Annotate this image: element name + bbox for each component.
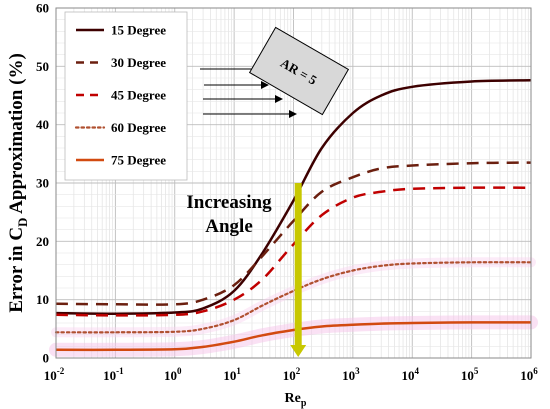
series-line-30-degree <box>55 161 532 306</box>
x-tick-label: 103 <box>342 366 360 383</box>
x-axis-label-sub: p <box>301 398 307 409</box>
x-axis-label-main: Re <box>285 391 301 406</box>
y-tick-label: 10 <box>36 292 49 307</box>
x-tick-label: 106 <box>520 366 538 383</box>
x-tick-base: 10 <box>164 368 177 383</box>
ar-plate-shape <box>248 26 350 116</box>
x-axis-title: Rep <box>285 391 307 409</box>
plot-frame <box>55 7 532 359</box>
x-tick-exponent: 2 <box>296 366 301 376</box>
series-line-75-degree <box>55 321 532 352</box>
x-tick-label: 10-2 <box>44 366 65 383</box>
increasing-angle-arrowhead <box>290 345 307 357</box>
increasing-angle-arrow-shaft <box>294 183 302 346</box>
x-tick-exponent: 3 <box>355 366 360 376</box>
legend-label: 30 Degree <box>111 55 166 70</box>
y-tick-label: 60 <box>36 1 49 16</box>
y-tick-label: 40 <box>36 117 49 132</box>
legend: 15 Degree 30 Degree 45 Degree 60 Degree 75 D… <box>64 11 188 181</box>
legend-label: 60 Degree <box>111 120 166 135</box>
y-tick-label: 30 <box>36 176 49 191</box>
legend-label: 45 Degree <box>111 88 166 103</box>
legend-box <box>64 11 188 181</box>
y-axis-label-prefix: Error in C <box>6 227 27 313</box>
annotations: Increasing Angle AR = 5 <box>186 26 350 357</box>
x-tick-exponent: 6 <box>533 366 538 376</box>
x-tick-label: 101 <box>223 366 241 383</box>
x-tick-label: 100 <box>164 366 182 383</box>
x-tick-label: 105 <box>461 366 479 383</box>
y-tick-label: 0 <box>43 351 50 366</box>
x-tick-base: 10 <box>461 368 474 383</box>
x-tick-label: 102 <box>283 366 301 383</box>
increasing-angle-label-line-1: Increasing <box>186 192 272 213</box>
series-line-15-degree <box>55 79 532 315</box>
y-axis-label: Error in CD Approximation (%) <box>6 53 30 313</box>
x-tick-label: 104 <box>402 366 420 383</box>
x-tick-base: 10 <box>103 368 116 383</box>
series-line-45-degree <box>55 186 532 317</box>
legend-label: 15 Degree <box>111 23 166 38</box>
ar-plate: AR = 5 <box>248 26 350 116</box>
x-tick-exponent: 0 <box>177 366 182 376</box>
x-tick-base: 10 <box>44 368 57 383</box>
x-tick-exponent: -1 <box>116 366 124 376</box>
y-tick-label: 50 <box>36 59 49 74</box>
x-tick-base: 10 <box>223 368 236 383</box>
legend-label: 75 Degree <box>111 153 166 168</box>
x-tick-exponent: -2 <box>57 366 65 376</box>
series-line-60-degree <box>54 261 533 334</box>
x-tick-exponent: 4 <box>415 366 420 376</box>
y-axis-label-sub: D <box>15 218 30 227</box>
x-tick-label: 10-1 <box>103 366 124 383</box>
x-tick-base: 10 <box>520 368 533 383</box>
x-axis-label: Rep <box>285 391 307 409</box>
x-tick-exponent: 5 <box>474 366 479 376</box>
y-axis-label-suffix: Approximation (%) <box>6 53 27 217</box>
increasing-angle-label-line-2: Angle <box>205 216 253 237</box>
series-lines <box>54 79 533 352</box>
x-tick-base: 10 <box>342 368 355 383</box>
y-axis-title: Error in CD Approximation (%) <box>6 53 30 313</box>
x-tick-base: 10 <box>283 368 296 383</box>
x-tick-exponent: 1 <box>236 366 241 376</box>
y-tick-label: 20 <box>36 234 49 249</box>
axes <box>55 7 532 359</box>
x-tick-base: 10 <box>402 368 415 383</box>
